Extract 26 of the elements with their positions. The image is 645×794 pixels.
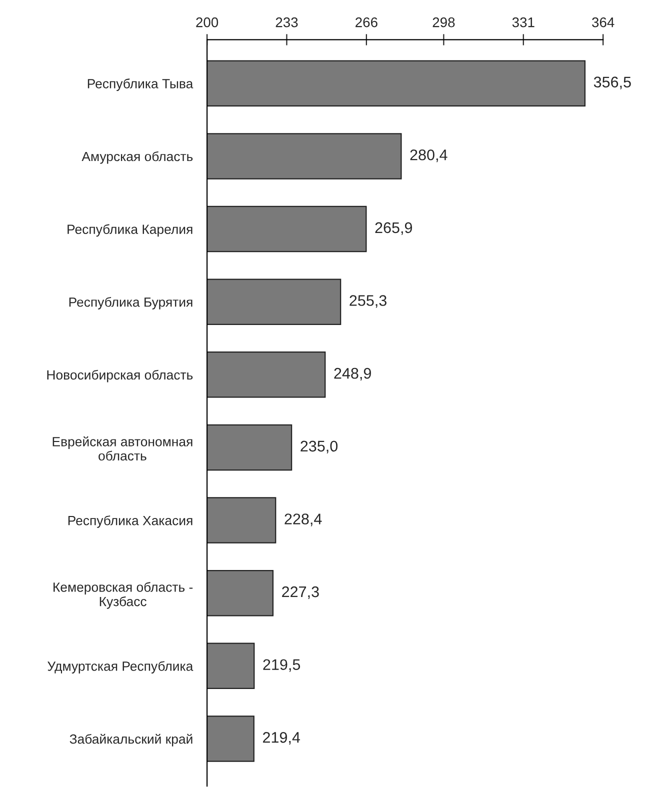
x-tick-label: 200 [196, 17, 218, 28]
x-tick-label: 266 [356, 17, 378, 28]
y-tick-label: Республика Хакасия [68, 515, 192, 528]
y-tick-label: Кемеровская область - Кузбасс [54, 582, 193, 609]
y-tick-label: Забайкальский край [70, 734, 192, 746]
y-tick-label: Еврейская автономная область [52, 436, 192, 461]
data-label: 235,0 [300, 440, 338, 454]
y-tick-label: Амурская область [82, 151, 193, 164]
data-label: 255,3 [350, 295, 386, 308]
x-tick-label: 331 [512, 17, 534, 28]
y-tick-label: Республика Карелия [68, 224, 192, 237]
data-label: 356,5 [594, 76, 631, 90]
data-label: 265,9 [375, 222, 412, 235]
y-tick-label: Республика Тыва [88, 78, 194, 91]
y-tick-label: Удмуртская Республика [48, 661, 194, 674]
data-label: 227,3 [282, 586, 319, 600]
data-label: 219,5 [263, 659, 300, 672]
x-tick-label: 298 [432, 17, 455, 28]
data-label: 280,4 [410, 149, 448, 162]
data-label: 219,4 [262, 732, 300, 745]
data-label: 248,9 [334, 368, 371, 381]
y-tick-label: Республика Бурятия [69, 297, 192, 310]
x-tick-label: 233 [276, 17, 298, 28]
x-tick-label: 364 [592, 17, 614, 28]
y-tick-label: Новосибирская область [47, 370, 193, 382]
data-label: 228,4 [284, 514, 322, 526]
